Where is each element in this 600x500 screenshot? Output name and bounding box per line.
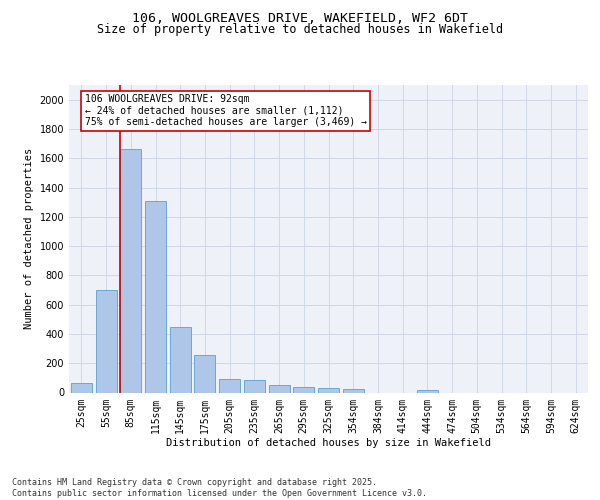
Bar bbox=[170, 326, 191, 392]
X-axis label: Distribution of detached houses by size in Wakefield: Distribution of detached houses by size … bbox=[166, 438, 491, 448]
Text: Contains HM Land Registry data © Crown copyright and database right 2025.
Contai: Contains HM Land Registry data © Crown c… bbox=[12, 478, 427, 498]
Bar bbox=[120, 150, 141, 392]
Bar bbox=[343, 389, 364, 392]
Bar bbox=[293, 386, 314, 392]
Bar bbox=[219, 380, 240, 392]
Text: 106 WOOLGREAVES DRIVE: 92sqm
← 24% of detached houses are smaller (1,112)
75% of: 106 WOOLGREAVES DRIVE: 92sqm ← 24% of de… bbox=[85, 94, 367, 128]
Bar bbox=[417, 390, 438, 392]
Y-axis label: Number of detached properties: Number of detached properties bbox=[24, 148, 34, 330]
Bar bbox=[244, 380, 265, 392]
Bar bbox=[95, 290, 116, 392]
Bar bbox=[145, 200, 166, 392]
Text: 106, WOOLGREAVES DRIVE, WAKEFIELD, WF2 6DT: 106, WOOLGREAVES DRIVE, WAKEFIELD, WF2 6… bbox=[132, 12, 468, 26]
Bar bbox=[318, 388, 339, 392]
Bar bbox=[71, 383, 92, 392]
Bar bbox=[269, 385, 290, 392]
Bar bbox=[194, 355, 215, 393]
Text: Size of property relative to detached houses in Wakefield: Size of property relative to detached ho… bbox=[97, 22, 503, 36]
